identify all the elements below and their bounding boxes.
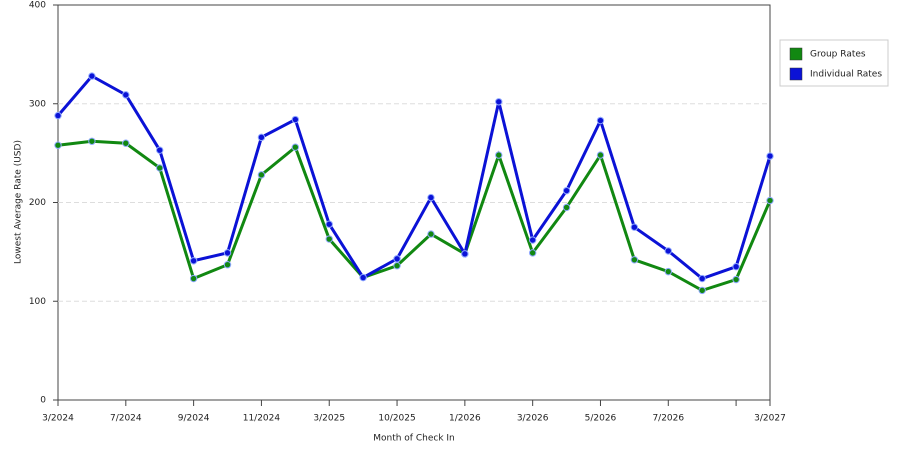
point xyxy=(596,151,605,159)
x-tick-label: 7/2026 xyxy=(652,414,684,424)
point xyxy=(291,115,300,124)
series-line xyxy=(56,74,772,281)
point xyxy=(325,235,333,243)
x-tick-label: 10/2025 xyxy=(378,414,415,424)
legend-label: Group Rates xyxy=(810,50,866,60)
point xyxy=(427,230,435,238)
point xyxy=(562,203,571,212)
x-tick-label: 5/2026 xyxy=(585,414,617,424)
point xyxy=(596,116,605,125)
point xyxy=(88,72,96,80)
point xyxy=(495,151,503,159)
point xyxy=(122,139,130,147)
point xyxy=(393,255,401,263)
point xyxy=(766,196,774,205)
point xyxy=(189,274,198,283)
x-tick-label: 3/2026 xyxy=(517,414,549,424)
legend-label: Individual Rates xyxy=(810,70,882,80)
point xyxy=(223,261,232,269)
point xyxy=(257,171,266,179)
y-tick-label: 300 xyxy=(29,99,46,109)
point xyxy=(664,247,672,255)
point xyxy=(393,262,401,270)
point xyxy=(562,186,571,195)
point xyxy=(698,274,706,283)
x-tick-label: 11/2024 xyxy=(243,414,281,424)
series-line xyxy=(57,139,772,293)
point xyxy=(630,256,639,264)
point xyxy=(291,143,300,151)
point xyxy=(461,250,469,258)
x-tick-label: 7/2024 xyxy=(110,414,142,424)
legend-swatch xyxy=(789,47,803,61)
point xyxy=(664,267,672,276)
point xyxy=(427,193,435,202)
point xyxy=(54,111,62,120)
legend-swatch xyxy=(789,67,803,81)
y-tick-label: 400 xyxy=(29,1,46,11)
point xyxy=(495,98,503,106)
y-tick-label: 100 xyxy=(29,297,46,307)
x-tick-label: 3/2025 xyxy=(313,414,345,424)
point xyxy=(528,236,537,244)
x-tick-label: 3/2027 xyxy=(754,414,786,424)
point xyxy=(766,152,774,160)
x-axis-label: Month of Check In xyxy=(373,434,455,444)
point xyxy=(189,257,198,265)
point xyxy=(698,286,706,295)
x-tick-label: 3/2024 xyxy=(42,414,74,424)
point xyxy=(359,273,367,282)
point xyxy=(257,133,266,142)
y-tick-label: 200 xyxy=(29,198,46,208)
point xyxy=(156,164,164,172)
x-tick-label: 9/2024 xyxy=(178,414,210,424)
point xyxy=(325,220,333,228)
point xyxy=(732,275,740,284)
point xyxy=(122,91,130,99)
point xyxy=(54,141,62,149)
point xyxy=(156,146,164,154)
point xyxy=(732,262,740,271)
point xyxy=(88,137,96,145)
point xyxy=(528,249,537,257)
point xyxy=(630,223,639,231)
y-axis-label: Lowest Average Rate (USD) xyxy=(14,140,24,264)
point xyxy=(223,249,232,257)
y-tick-label: 0 xyxy=(40,396,46,406)
x-tick-label: 1/2026 xyxy=(449,414,481,424)
